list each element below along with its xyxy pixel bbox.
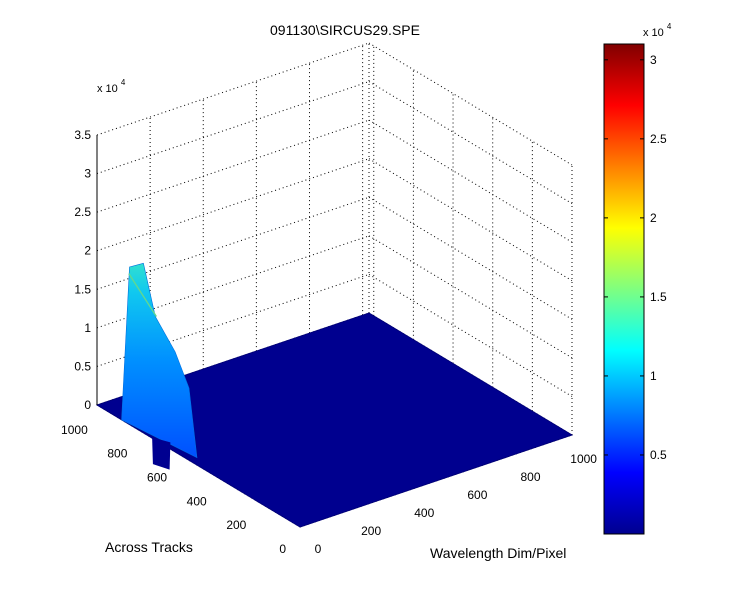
z-tick-label: 1.5 [74,282,91,296]
x-tick-label: 600 [467,488,487,502]
x-axis-label: Wavelength Dim/Pixel [430,545,566,561]
z-tick-label: 1 [84,321,91,335]
colorbar-tick-label: 1 [650,369,657,383]
gridline-z-right [368,42,573,166]
colorbar-gradient [603,43,645,535]
chart-title: 091130\SIRCUS29.SPE [270,22,420,38]
y-axis-label: Across Tracks [105,539,193,555]
z-tick-label: 2.5 [74,205,91,219]
gridline-z-left [96,42,370,136]
x-tick-label: 0 [315,542,322,556]
gridline-z-right [368,81,573,204]
axes-gridlines [96,42,573,528]
colorbar-exponent-power: 4 [667,22,672,31]
axes-labels: 0 0.5 1 1.5 2 2.5 3 3.5 0 200 400 600 800 1000 0 200 400… [61,128,597,556]
surface-plot [95,262,574,528]
x-tick-label: 200 [361,524,381,538]
surface-peak-ridge [128,273,157,317]
gridline-z-left [96,119,370,213]
z-tick-label: 0 [84,398,91,412]
z-exponent-base: x 10 [97,83,118,95]
colorbar-exponent-base: x 10 [643,27,664,39]
y-tick-label: 400 [187,494,207,508]
y-tick-label: 200 [226,518,246,532]
colorbar-tick-label: 2.5 [650,132,667,146]
z-tick-label: 2 [84,244,91,258]
surface-peak-base [152,437,171,470]
y-tick-label: 800 [107,447,127,461]
colorbar-tick-label: 2 [650,211,657,225]
y-tick-label: 600 [147,471,167,485]
colorbar: 0.5 1 1.5 2 2.5 3 x 10 4 [603,22,672,535]
colorbar-tick-label: 1.5 [650,290,667,304]
z-tick-label: 3.5 [74,128,91,142]
colorbar-exponent-label: x 10 4 [643,22,672,39]
gridline-z-left [96,158,370,252]
x-tick-label: 1000 [570,452,597,466]
gridline-z-right [368,119,573,243]
gridline-z-left [96,81,370,175]
colorbar-tick-label: 0.5 [650,448,667,462]
y-tick-label: 1000 [61,423,88,437]
gridline-z-right [368,196,573,320]
x-tick-label: 800 [520,470,540,484]
gridline-z-right [368,158,573,282]
x-tick-label: 400 [414,506,434,520]
y-tick-label: 0 [279,542,286,556]
z-tick-label: 0.5 [74,359,91,373]
colorbar-tick-label: 3 [650,53,657,67]
z-exponent-power: 4 [121,78,126,87]
surface-peak [121,262,198,459]
colorbar-ticks: 0.5 1 1.5 2 2.5 3 [604,53,667,462]
z-exponent-label: x 10 4 [97,78,126,95]
z-tick-label: 3 [84,167,91,181]
